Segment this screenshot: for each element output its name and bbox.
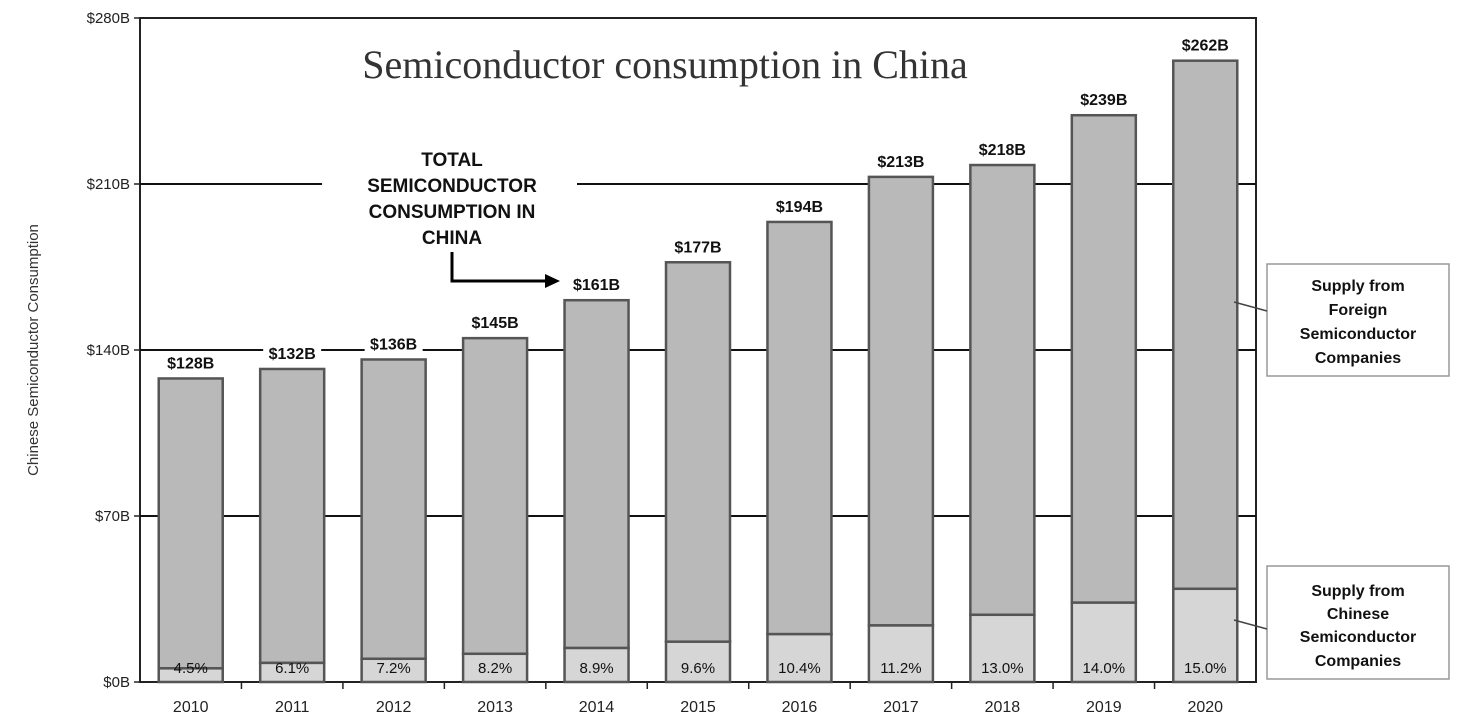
bar-chinese-2019 — [1070, 601, 1138, 684]
share-label-2010: 4.5% — [174, 660, 208, 677]
value-label-2016: $194B — [776, 199, 823, 216]
bar-foreign-2013 — [461, 336, 529, 656]
y-tick-label: $140B — [87, 342, 130, 359]
value-label-bg — [567, 273, 626, 296]
x-tick-label-2018: 2018 — [985, 699, 1021, 716]
bar-foreign-2018 — [969, 163, 1036, 617]
share-label-2014: 8.9% — [579, 660, 613, 677]
chart-title: Semiconductor consumption in China — [362, 42, 968, 87]
bar-foreign-2020 — [1172, 59, 1239, 591]
legend-foreign-line-3: Semiconductor — [1300, 326, 1416, 343]
legend-foreign-pointer — [1233, 301, 1268, 312]
share-label-2019: 14.0% — [1083, 660, 1126, 677]
value-label-2013: $145B — [472, 315, 519, 332]
value-label-bg — [1176, 33, 1235, 56]
y-tick-label: $210B — [87, 176, 130, 193]
share-label-2013: 8.2% — [478, 660, 512, 677]
value-label-2012: $136B — [370, 336, 417, 353]
value-label-bg — [1074, 88, 1133, 111]
legend-foreign-line-2: Foreign — [1329, 302, 1388, 319]
total-annotation: TOTAL SEMICONDUCTOR CONSUMPTION IN CHINA — [322, 145, 577, 288]
y-axis-ticks: $0B $70B $140B $210B $280B — [87, 10, 140, 691]
value-label-2014: $161B — [573, 277, 620, 294]
y-axis-label: Chinese Semiconductor Consumption — [25, 224, 42, 476]
bar-chinese-2020 — [1172, 587, 1239, 684]
share-label-2016: 10.4% — [778, 660, 821, 677]
value-label-2017: $213B — [877, 154, 924, 171]
value-label-2019: $239B — [1080, 92, 1127, 109]
value-label-2018: $218B — [979, 142, 1026, 159]
value-label-bg — [871, 149, 930, 172]
bar-foreign-2019 — [1070, 113, 1138, 604]
legend-chinese-line-4: Companies — [1315, 653, 1401, 670]
annotation-line-2: SEMICONDUCTOR — [367, 176, 537, 197]
legend-chinese: Supply from Chinese Semiconductor Compan… — [1233, 565, 1450, 680]
value-label-bg — [263, 341, 322, 364]
title-bg — [356, 40, 974, 89]
bar-foreign-2016 — [766, 220, 833, 636]
bar-foreign-2015 — [664, 261, 732, 643]
bar-chinese-2017 — [867, 624, 935, 684]
share-label-2018: 13.0% — [981, 660, 1024, 677]
bar-chinese-2012 — [360, 657, 427, 684]
value-label-2015: $177B — [674, 239, 721, 256]
share-label-2020: 15.0% — [1184, 660, 1227, 677]
x-tick-label-2014: 2014 — [579, 699, 615, 716]
value-label-bg — [466, 311, 525, 334]
value-label-bg — [161, 351, 220, 374]
legend-chinese-pointer — [1233, 619, 1268, 630]
x-tick-label-2020: 2020 — [1187, 699, 1223, 716]
bars: $128B 4.5% $132B 6.1% $136B 7.2% $145B 8.2% $161… — [157, 33, 1239, 684]
value-label-2010: $128B — [167, 355, 214, 372]
bar-chinese-2018 — [969, 613, 1036, 684]
x-tick-label-2012: 2012 — [376, 699, 412, 716]
bar-chinese-2011 — [258, 661, 326, 684]
legend-chinese-line-2: Chinese — [1327, 606, 1389, 623]
legend-chinese-line-1: Supply from — [1311, 583, 1404, 600]
value-label-2011: $132B — [269, 346, 316, 363]
x-tick-label-2019: 2019 — [1086, 699, 1122, 716]
annotation-line-4: CHINA — [422, 228, 482, 249]
x-tick-label-2010: 2010 — [173, 699, 209, 716]
share-label-2017: 11.2% — [880, 660, 921, 677]
x-tick-label-2015: 2015 — [680, 699, 716, 716]
y-tick-label: $280B — [87, 10, 130, 27]
x-tick-label-2013: 2013 — [477, 699, 513, 716]
share-label-2015: 9.6% — [681, 660, 715, 677]
legend-foreign: Supply from Foreign Semiconductor Compan… — [1233, 263, 1450, 377]
legend-chinese-box — [1266, 565, 1450, 680]
y-tick-label: $0B — [103, 674, 130, 691]
share-label-2012: 7.2% — [377, 660, 411, 677]
annotation-line-1: TOTAL — [421, 150, 483, 171]
share-label-2011: 6.1% — [275, 660, 309, 677]
annotation-arrow — [450, 252, 545, 283]
bar-chinese-2013 — [461, 652, 529, 684]
x-tick-label-2011: 2011 — [275, 699, 310, 716]
value-label-bg — [364, 332, 423, 355]
bar-foreign-2012 — [360, 358, 427, 661]
y-tick-label: $70B — [95, 508, 130, 525]
legend-foreign-line-4: Companies — [1315, 350, 1401, 367]
bar-foreign-2017 — [867, 175, 935, 627]
legend-chinese-line-3: Semiconductor — [1300, 629, 1416, 646]
bar-chinese-2016 — [766, 632, 833, 684]
bar-chinese-2014 — [563, 646, 630, 684]
annotation-arrowhead — [545, 274, 560, 288]
bar-foreign-2011 — [258, 367, 326, 665]
x-tick-label-2017: 2017 — [883, 699, 919, 716]
x-tick-label-2016: 2016 — [782, 699, 818, 716]
bar-chinese-2015 — [664, 640, 732, 684]
bar-foreign-2010 — [157, 377, 224, 670]
legend-foreign-box — [1266, 263, 1450, 377]
bar-chinese-2010 — [157, 667, 224, 684]
annotation-line-3: CONSUMPTION IN — [369, 202, 536, 223]
value-label-bg — [770, 194, 829, 217]
value-label-bg — [669, 235, 727, 258]
legend-foreign-line-1: Supply from — [1311, 278, 1404, 295]
bar-foreign-2014 — [563, 298, 630, 650]
value-label-2020: $262B — [1182, 38, 1229, 55]
value-label-bg — [973, 138, 1032, 161]
x-axis-ticks: 2010 2011 2012 2013 2014 2015 2016 2017 2018 2019… — [173, 682, 1223, 716]
